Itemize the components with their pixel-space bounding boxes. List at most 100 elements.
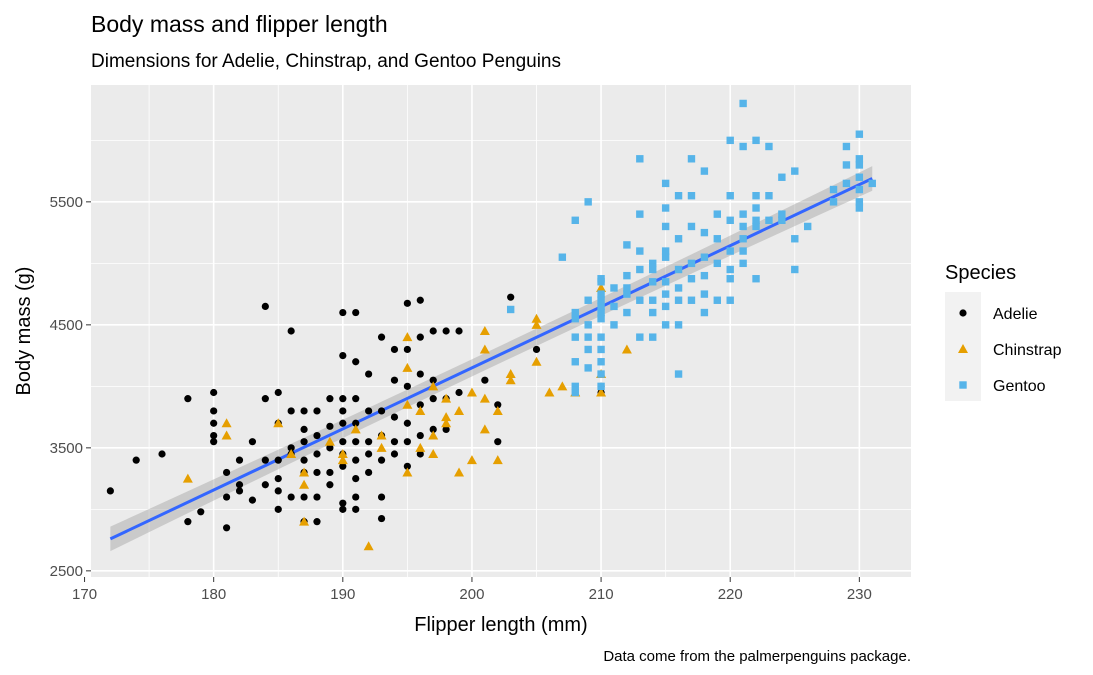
point-adelie — [210, 419, 218, 427]
point-adelie — [403, 438, 411, 446]
point-adelie — [132, 456, 140, 464]
point-gentoo — [855, 204, 864, 212]
point-gentoo — [649, 296, 657, 304]
point-adelie — [326, 395, 334, 403]
x-tick-label: 170 — [72, 586, 97, 603]
point-gentoo — [713, 210, 721, 218]
point-adelie — [287, 444, 295, 452]
point-chinstrap — [505, 375, 516, 385]
point-adelie — [184, 518, 192, 526]
point-gentoo — [700, 228, 709, 237]
point-gentoo — [571, 333, 579, 341]
point-gentoo — [739, 235, 747, 243]
point-gentoo — [674, 235, 683, 243]
point-chinstrap — [337, 449, 348, 458]
point-gentoo — [778, 216, 786, 224]
point-gentoo — [623, 241, 631, 249]
point-gentoo — [584, 296, 592, 304]
point-gentoo — [829, 185, 838, 194]
point-adelie — [300, 425, 308, 433]
point-adelie — [222, 468, 231, 477]
point-gentoo — [623, 271, 631, 280]
y-axis: 2500 3500 4500 5500 — [50, 194, 91, 580]
x-tick-label: 210 — [589, 586, 614, 603]
points-layer — [106, 99, 876, 551]
point-adelie — [261, 481, 269, 489]
point-adelie — [429, 376, 437, 384]
point-chinstrap — [479, 344, 490, 354]
legend-key-gentoo — [959, 381, 967, 389]
point-adelie — [403, 299, 411, 307]
point-adelie — [352, 395, 360, 403]
point-adelie — [300, 438, 308, 446]
point-chinstrap — [492, 405, 503, 415]
point-gentoo — [842, 179, 851, 188]
point-adelie — [274, 388, 282, 397]
point-gentoo — [726, 247, 734, 255]
point-adelie — [352, 456, 360, 464]
point-chinstrap — [441, 393, 452, 403]
point-chinstrap — [454, 467, 465, 477]
point-chinstrap — [428, 430, 439, 440]
point-gentoo — [610, 284, 618, 292]
point-gentoo — [855, 130, 864, 138]
point-adelie — [274, 456, 282, 464]
point-gentoo — [597, 358, 605, 366]
point-adelie — [352, 475, 360, 483]
point-adelie — [235, 481, 244, 489]
point-adelie — [248, 496, 257, 504]
point-adelie — [532, 345, 541, 354]
x-tick-label: 220 — [718, 586, 743, 603]
point-adelie — [326, 481, 334, 489]
point-chinstrap — [621, 344, 632, 354]
legend-key-chinstrap — [958, 344, 968, 353]
point-adelie — [313, 468, 321, 477]
point-adelie — [429, 395, 437, 403]
point-gentoo — [571, 216, 579, 224]
point-adelie — [339, 407, 347, 415]
point-gentoo — [584, 345, 592, 354]
point-chinstrap — [221, 430, 232, 440]
point-gentoo — [765, 192, 773, 200]
point-adelie — [184, 395, 192, 403]
point-gentoo — [687, 259, 696, 268]
point-adelie — [352, 308, 360, 317]
point-chinstrap — [402, 467, 413, 477]
point-gentoo — [623, 308, 631, 317]
point-adelie — [326, 444, 334, 452]
point-gentoo — [700, 308, 709, 317]
point-gentoo — [687, 275, 696, 283]
point-chinstrap — [376, 442, 387, 452]
x-axis-label: Flipper length (mm) — [414, 614, 587, 636]
point-adelie — [416, 333, 424, 341]
point-gentoo — [791, 167, 799, 175]
point-chinstrap — [428, 449, 439, 458]
point-gentoo — [726, 296, 734, 304]
point-chinstrap — [544, 387, 555, 397]
point-chinstrap — [479, 393, 490, 403]
point-chinstrap — [557, 381, 568, 391]
point-adelie — [352, 493, 360, 501]
point-gentoo — [597, 308, 605, 317]
point-gentoo — [752, 192, 760, 200]
legend-label: Gentoo — [993, 378, 1046, 395]
point-gentoo — [765, 142, 773, 151]
point-gentoo — [778, 210, 786, 218]
point-adelie — [222, 493, 231, 501]
point-gentoo — [752, 222, 760, 231]
point-gentoo — [661, 247, 670, 255]
point-gentoo — [739, 247, 747, 255]
point-adelie — [365, 370, 373, 378]
point-chinstrap — [286, 449, 297, 458]
point-gentoo — [687, 222, 696, 231]
point-chinstrap — [492, 455, 503, 465]
point-gentoo — [623, 290, 631, 298]
point-adelie — [313, 431, 321, 440]
point-chinstrap — [415, 442, 426, 452]
point-adelie — [377, 493, 386, 501]
point-gentoo — [571, 382, 579, 391]
point-adelie — [403, 382, 411, 390]
point-gentoo — [571, 315, 579, 323]
point-gentoo — [868, 179, 876, 188]
point-chinstrap — [596, 387, 607, 397]
